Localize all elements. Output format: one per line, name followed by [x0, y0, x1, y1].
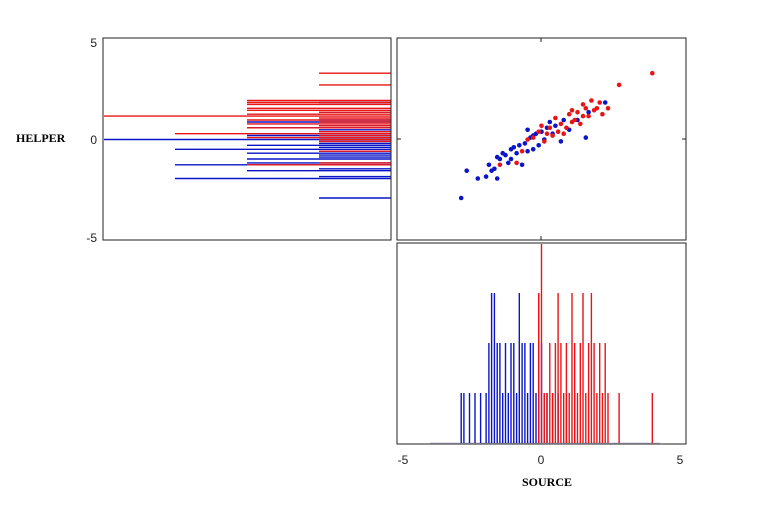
scatter-point: [553, 115, 558, 121]
scatter-point: [561, 117, 566, 123]
scatter-point: [492, 166, 497, 172]
scatter-point: [519, 148, 525, 154]
marginal-x-panel: -5 0 5 SOURCE: [396, 242, 687, 489]
scatter-point: [544, 131, 550, 136]
scatter-point: [553, 123, 558, 129]
marginal-y-tick-label: -5: [86, 231, 97, 245]
scatter-point: [580, 113, 586, 119]
scatter-point: [597, 100, 602, 105]
scatter-point: [555, 129, 561, 134]
marginal-y-tick-label: 5: [90, 36, 97, 50]
scatter-point: [506, 160, 511, 166]
joint-frame: [396, 37, 687, 241]
marginal-x-frame: [396, 242, 687, 445]
scatter-point: [497, 156, 503, 162]
scatter-point: [536, 129, 541, 134]
scatter-point: [580, 102, 586, 107]
scatter-point: [594, 106, 600, 111]
joint-scatter-panel: [396, 37, 687, 241]
scatter-point: [589, 98, 594, 103]
scatter-point: [547, 125, 553, 131]
scatter-point: [586, 109, 591, 115]
scatter-point: [572, 117, 577, 123]
scatter-point: [530, 135, 536, 140]
scatter-point: [486, 162, 492, 168]
x-axis-label: SOURCE: [522, 475, 572, 489]
scatter-point: [650, 70, 655, 76]
scatter-point: [519, 162, 525, 168]
marginal-y-bars: [104, 72, 391, 199]
marginal-x-tick-label: -5: [398, 453, 409, 467]
marginal-x-tick-label: 5: [677, 453, 684, 467]
scatter-point: [525, 127, 530, 133]
marginal-x-tick-label: 0: [538, 453, 545, 467]
scatter-point: [550, 133, 555, 138]
scatter-point: [458, 195, 464, 201]
scatter-point: [583, 106, 589, 111]
y-axis-label: HELPER: [16, 131, 66, 145]
scatter-point: [564, 125, 569, 131]
scatter-point: [586, 113, 591, 119]
scatter-point: [575, 109, 580, 115]
scatter-point: [558, 121, 564, 127]
joint-ticks: [397, 38, 686, 240]
marginal-y-tick-label: 0: [90, 133, 97, 147]
scatter-point: [558, 139, 564, 144]
scatter-point: [517, 143, 522, 148]
scatter-point: [547, 119, 553, 125]
scatter-point: [536, 143, 541, 148]
scatter-point: [497, 162, 503, 168]
marginal-y-frame: [102, 37, 392, 241]
scatter-point: [530, 147, 536, 152]
scatter-point: [525, 148, 530, 154]
joint-points: [458, 70, 655, 201]
scatter-point: [464, 168, 470, 173]
marginal-y-panel: 5 0 -5 HELPER: [16, 36, 392, 245]
scatter-point: [511, 145, 517, 150]
scatter-point: [514, 160, 519, 166]
scatter-point: [514, 150, 519, 156]
scatter-point: [616, 82, 622, 88]
scatter-point: [583, 135, 589, 140]
marginal-x-bars: [430, 244, 660, 444]
scatter-point: [539, 123, 544, 129]
scatter-point: [600, 111, 605, 117]
scatter-point: [503, 152, 508, 158]
scatter-point: [605, 106, 611, 111]
scatter-point: [483, 174, 489, 179]
scatter-point: [566, 111, 572, 117]
scatter-point: [578, 121, 583, 127]
scatter-point: [522, 141, 528, 146]
scatter-point: [525, 137, 530, 142]
scatter-point: [494, 176, 500, 181]
scatter-point: [475, 176, 481, 181]
scatter-point: [508, 156, 514, 162]
scatter-point: [561, 131, 566, 136]
scatter-point: [569, 108, 575, 113]
scatter-point: [542, 139, 547, 144]
scatter-point: [602, 100, 608, 105]
